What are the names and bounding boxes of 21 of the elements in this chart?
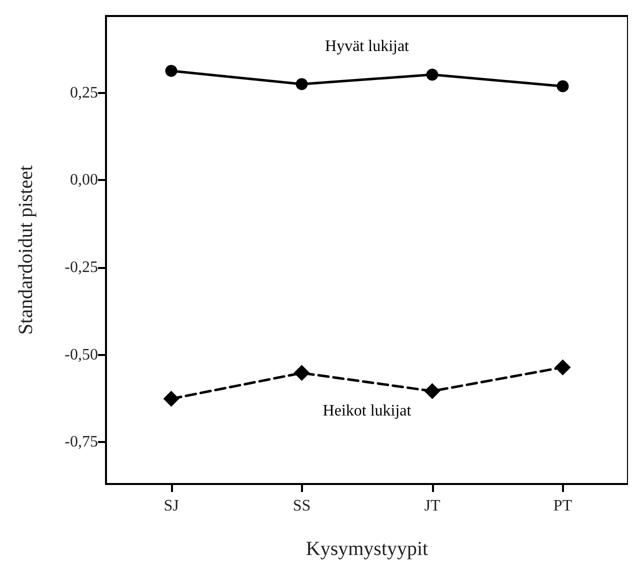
- x-tick-label: SS: [292, 498, 311, 514]
- point: [426, 68, 438, 81]
- y-axis-title: Standardoidut pisteet: [15, 164, 37, 335]
- point: [163, 390, 180, 407]
- y-tick-label: -0,75: [64, 434, 98, 451]
- point: [424, 383, 440, 400]
- point: [554, 359, 571, 376]
- y-tick-label: 0,25: [70, 84, 98, 102]
- point: [294, 364, 310, 381]
- x-tick-label: JT: [424, 498, 440, 514]
- point: [165, 64, 178, 77]
- series-label: Heikot lukijat: [322, 402, 412, 420]
- point: [556, 80, 569, 92]
- x-tick-label: SJ: [164, 498, 179, 514]
- y-tick-label: -0,25: [64, 258, 98, 276]
- x-axis-title: Kysymystyypit: [306, 538, 429, 560]
- point: [296, 78, 308, 90]
- series-label: Hyvät lukijat: [325, 38, 410, 56]
- y-tick-label: 0,00: [70, 172, 98, 189]
- y-tick-label: -0,50: [64, 346, 98, 364]
- x-tick-label: PT: [553, 498, 572, 514]
